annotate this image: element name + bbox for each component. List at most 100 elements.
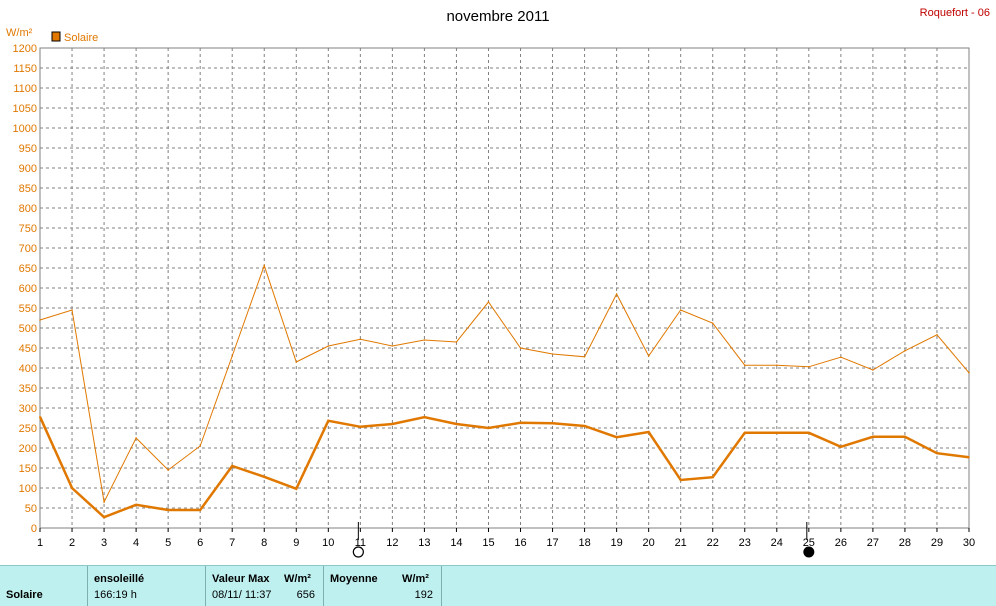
- data-point-mean: [968, 456, 970, 459]
- data-point-max: [743, 364, 746, 367]
- x-tick-label: 27: [867, 537, 879, 549]
- y-tick-label: 550: [19, 303, 37, 315]
- data-point-max: [583, 356, 586, 358]
- data-point-mean: [455, 423, 458, 425]
- data-point-max: [968, 372, 970, 374]
- data-point-mean: [359, 426, 362, 428]
- max-unit: W/m²: [284, 573, 311, 585]
- y-tick-label: 1050: [13, 103, 37, 115]
- data-point-mean: [327, 420, 330, 422]
- max-value: 656: [296, 589, 315, 601]
- mean-unit: W/m²: [402, 573, 429, 585]
- x-tick-label: 12: [386, 537, 398, 549]
- x-tick-label: 7: [229, 537, 235, 549]
- data-point-max: [711, 322, 714, 325]
- full-moon-icon: [352, 546, 364, 558]
- x-tick-label: 19: [610, 537, 622, 549]
- x-tick-label: 24: [771, 537, 783, 549]
- x-tick-label: 9: [293, 537, 299, 549]
- data-point-mean: [711, 476, 714, 479]
- data-point-max: [615, 293, 618, 295]
- x-tick-label: 28: [899, 537, 911, 549]
- data-point-mean: [775, 432, 778, 434]
- data-point-max: [135, 437, 137, 439]
- sunshine-value: 166:19 h: [94, 589, 137, 601]
- data-point-mean: [519, 422, 522, 424]
- data-point-max: [519, 347, 522, 349]
- moon-phases: [352, 522, 815, 558]
- x-tick-label: 5: [165, 537, 171, 549]
- series-line-max: [39, 264, 970, 504]
- data-point-max: [647, 355, 650, 357]
- data-point-max: [359, 338, 362, 341]
- mean-header: Moyenne: [330, 573, 378, 585]
- data-point-mean: [39, 416, 41, 418]
- y-tick-label: 350: [19, 383, 37, 395]
- grid: [40, 48, 969, 528]
- y-tick-label: 900: [19, 163, 37, 175]
- data-point-max: [775, 364, 778, 367]
- data-point-mean: [551, 422, 554, 425]
- y-tick-label: 0: [31, 523, 37, 535]
- data-point-mean: [936, 452, 938, 455]
- y-tick-label: 500: [19, 323, 37, 335]
- y-tick-label: 950: [19, 143, 37, 155]
- data-point-mean: [487, 427, 490, 429]
- x-tick-label: 10: [322, 537, 334, 549]
- data-point-mean: [71, 487, 73, 489]
- y-tick-label: 1000: [13, 123, 37, 135]
- x-tick-label: 6: [197, 537, 203, 549]
- y-tick-label: 800: [19, 203, 37, 215]
- data-point-mean: [808, 432, 810, 434]
- x-tick-label: 2: [69, 537, 75, 549]
- x-tick-label: 21: [675, 537, 687, 549]
- y-tick-label: 1100: [13, 83, 37, 95]
- y-tick-label: 100: [19, 483, 37, 495]
- data-point-max: [71, 309, 73, 311]
- y-tick-label: 750: [19, 223, 37, 235]
- data-point-max: [263, 264, 266, 267]
- series-layer: [38, 264, 970, 519]
- max-header: Valeur Max: [212, 573, 270, 585]
- stats-sunshine-cell: ensoleillé 166:19 h: [88, 566, 206, 606]
- y-tick-label: 850: [19, 183, 37, 195]
- data-point-max: [936, 334, 938, 336]
- data-point-mean: [391, 423, 394, 425]
- data-point-max: [840, 356, 842, 359]
- data-point-mean: [840, 446, 842, 448]
- y-tick-label: 450: [19, 343, 37, 355]
- y-tick-label: 150: [19, 463, 37, 475]
- data-point-max: [455, 341, 458, 343]
- data-point-max: [872, 369, 874, 371]
- stats-bar: Solaire ensoleillé 166:19 h Valeur Max W…: [0, 565, 996, 606]
- data-point-max: [167, 469, 169, 471]
- x-tick-label: 4: [133, 537, 139, 549]
- data-point-max: [199, 445, 201, 447]
- x-tick-label: 8: [261, 537, 267, 549]
- data-point-mean: [423, 416, 426, 419]
- data-point-max: [103, 501, 105, 503]
- data-point-mean: [615, 436, 618, 439]
- sunshine-header: ensoleillé: [94, 573, 145, 585]
- x-tick-label: 25: [803, 537, 815, 549]
- data-point-mean: [872, 436, 874, 438]
- x-tick-label: 30: [963, 537, 975, 549]
- data-point-mean: [263, 476, 266, 478]
- y-tick-label: 1200: [13, 43, 37, 55]
- legend-label: Solaire: [64, 32, 98, 44]
- y-tick-label: 200: [19, 443, 37, 455]
- station-name: Roquefort - 06: [920, 7, 990, 19]
- stats-mean-cell: Moyenne W/m² 192: [324, 566, 442, 606]
- data-point-max: [423, 339, 426, 341]
- stats-max-cell: Valeur Max W/m² 08/11/ 11:37 656: [206, 566, 324, 606]
- max-date: 08/11/ 11:37: [212, 589, 272, 601]
- x-tick-label: 23: [739, 537, 751, 549]
- data-point-max: [487, 301, 490, 303]
- x-tick-label: 11: [355, 537, 366, 549]
- x-tick-label: 1: [37, 537, 43, 549]
- chart-title: novembre 2011: [446, 8, 549, 25]
- x-tick-label: 15: [482, 537, 494, 549]
- x-tick-label: 18: [578, 537, 590, 549]
- y-tick-label: 50: [25, 503, 37, 515]
- series-line-mean: [38, 415, 970, 519]
